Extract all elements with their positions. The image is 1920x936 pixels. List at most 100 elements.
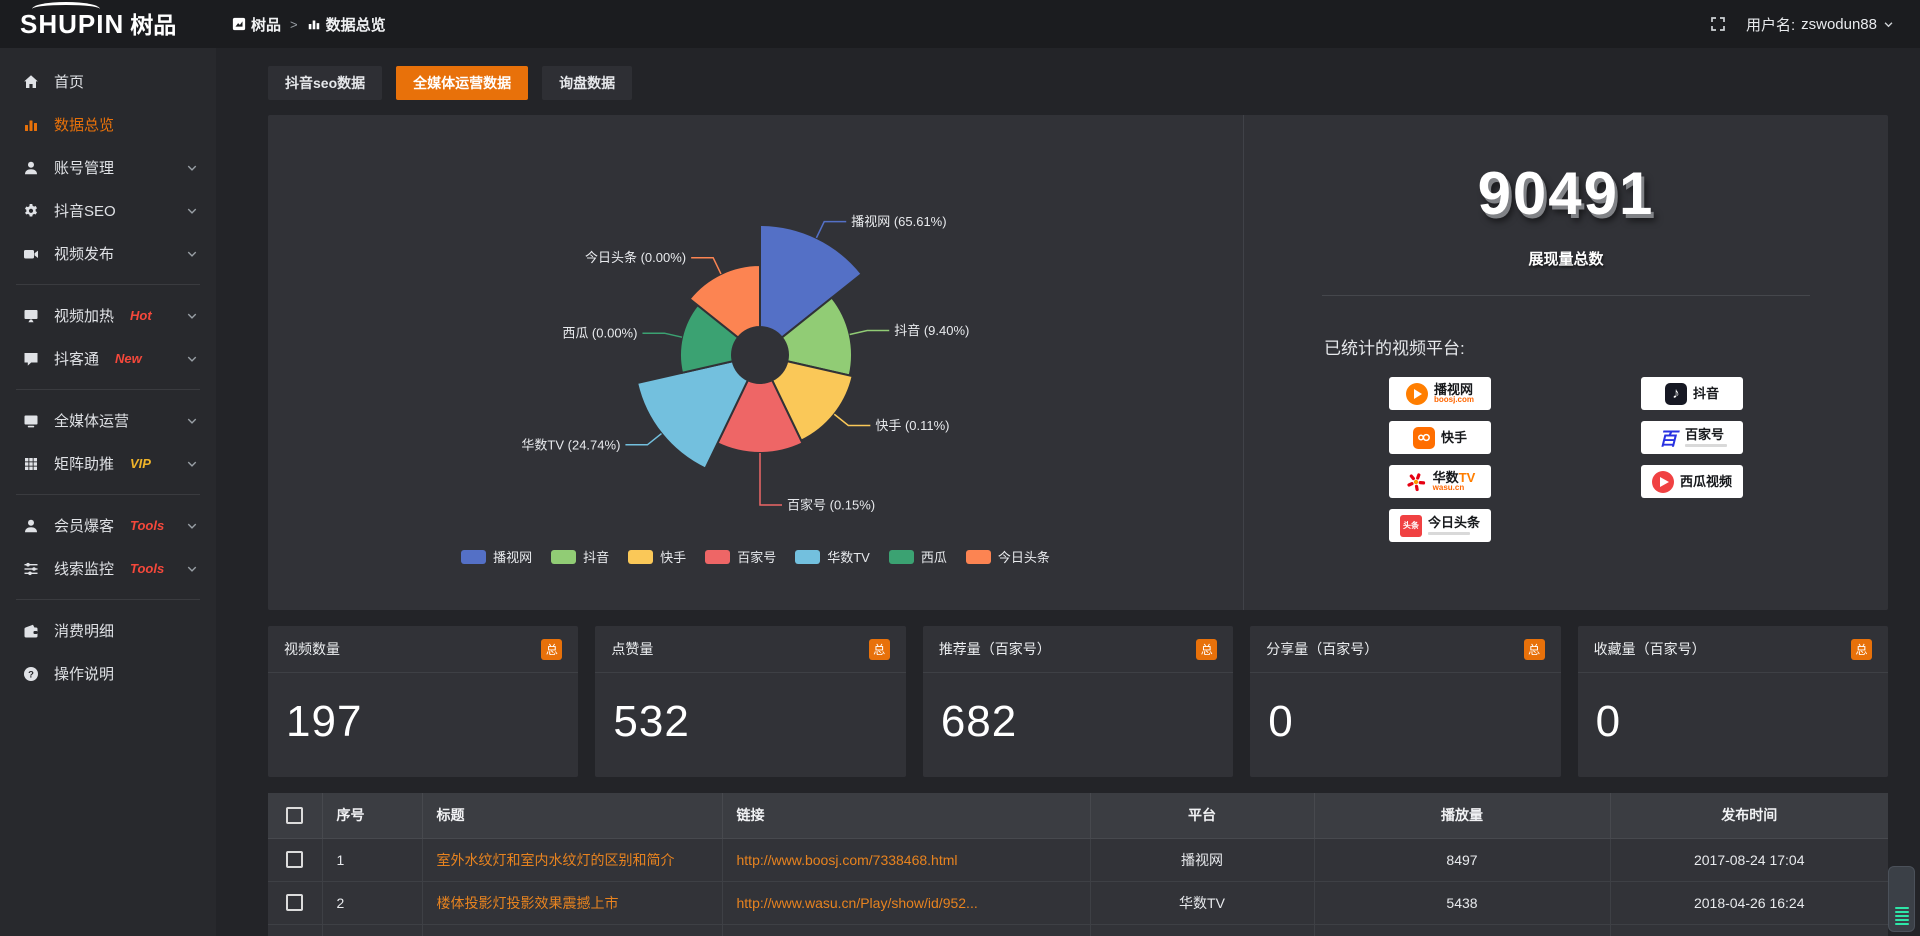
videocam-icon <box>23 246 41 262</box>
pie-label-line <box>849 329 890 336</box>
sidebar-item-label: 线索监控 <box>54 561 115 578</box>
tab-3[interactable]: 询盘数据 <box>542 66 633 100</box>
sidebar-divider <box>16 284 200 285</box>
overview-panel: 播视网 (65.61%) 抖音 (9.40%) 快手 (0.11%) 百家号 (0.1… <box>268 115 1888 610</box>
legend-item[interactable]: 今日头条 <box>965 547 1050 566</box>
tab-1[interactable]: 抖音seo数据 <box>268 66 383 100</box>
chevron-down-icon <box>186 353 198 365</box>
sidebar-item-video-publish[interactable]: 视频发布 <box>0 232 216 275</box>
sidebar-item-clue-monitoring[interactable]: 线索监控 Tools <box>0 547 216 590</box>
sidebar-divider <box>16 494 200 495</box>
divider <box>1322 295 1810 296</box>
platform-cell: 华数TV <box>1090 881 1315 925</box>
platform-badge-wasu: 华数TV wasu.cn <box>1389 465 1491 498</box>
row-checkbox[interactable] <box>286 894 304 911</box>
video-url-link[interactable]: http://www.wasu.cn/Play/show/id/952... <box>736 894 978 911</box>
chart-icon <box>23 117 41 133</box>
sidebar: 首页 数据总览 账号管理 抖音SEO 视频发布视频加热 Hot 抖客通 New 全媒体运营 矩阵助… <box>0 48 216 936</box>
total-badge: 总 <box>541 638 563 660</box>
legend-swatch <box>551 549 577 564</box>
pie-slice-2[interactable] <box>780 296 853 377</box>
video-title-link[interactable]: 楼体投影灯投影效果震撼上市 <box>436 894 619 911</box>
stat-card-2: 点赞量 总 532 <box>595 626 906 777</box>
row-index <box>322 924 423 936</box>
rose-chart-area: 播视网 (65.61%) 抖音 (9.40%) 快手 (0.11%) 百家号 (0.1… <box>268 115 1243 610</box>
legend-item[interactable]: 西瓜 <box>888 547 947 566</box>
plays-cell: 8497 <box>1314 838 1611 882</box>
chevron-down-icon <box>186 520 198 532</box>
sidebar-item-matrix-boost[interactable]: 矩阵助推 VIP <box>0 442 216 485</box>
sidebar-item-account-management[interactable]: 账号管理 <box>0 146 216 189</box>
legend-label: 西瓜 <box>920 550 947 565</box>
sidebar-item-member-burst[interactable]: 会员爆客 Tools <box>0 504 216 547</box>
column-header: 序号 <box>322 793 423 839</box>
chevron-down-icon <box>186 310 198 322</box>
stat-cards-row: 视频数量总 197 点赞量总 532 推荐量（百家号）总 682 分享量（百家号）总 0 收藏量… <box>268 626 1889 777</box>
user-icon <box>23 518 41 534</box>
publish-time-cell <box>1610 924 1888 936</box>
wasu-logo-icon <box>1405 471 1427 493</box>
pie-slice-1[interactable] <box>759 223 864 339</box>
total-badge: 总 <box>1196 638 1218 660</box>
stat-card-value: 0 <box>1268 697 1294 746</box>
pie-slice-5[interactable] <box>635 360 750 470</box>
video-url-link[interactable]: http://www.boosj.com/7338468.html <box>736 851 958 868</box>
legend-item[interactable]: 播视网 <box>461 547 532 566</box>
legend-label: 抖音 <box>583 550 610 565</box>
pie-label: 华数TV (24.74%) <box>521 437 620 452</box>
sidebar-item-video-heating[interactable]: 视频加热 Hot <box>0 294 216 337</box>
tab-2[interactable]: 全媒体运营数据 <box>396 66 529 100</box>
sidebar-item-instructions[interactable]: ? 操作说明 <box>0 652 216 695</box>
legend-swatch <box>965 549 991 564</box>
plays-cell: 5438 <box>1314 881 1611 925</box>
chevron-down-icon <box>186 563 198 575</box>
stat-card-header: 推荐量（百家号） 总 <box>922 626 1234 673</box>
stat-card-3: 推荐量（百家号） 总 682 <box>922 626 1234 777</box>
sidebar-item-data-overview[interactable]: 数据总览 <box>0 103 216 146</box>
breadcrumb-current[interactable]: 数据总览 <box>307 14 386 35</box>
user-icon <box>23 160 41 176</box>
sidebar-item-home[interactable]: 首页 <box>0 60 216 103</box>
monitor-icon <box>23 413 41 429</box>
pie-label-line <box>642 332 683 338</box>
sidebar-item-tag: VIP <box>130 456 151 471</box>
pie-label: 今日头条 (0.00%) <box>585 250 686 265</box>
platform-badge-boosj: 播视网 boosj.com <box>1389 377 1491 410</box>
sidebar-item-media-operations[interactable]: 全媒体运营 <box>0 399 216 442</box>
pie-slice-7[interactable] <box>688 263 761 339</box>
stat-card-value: 532 <box>613 697 690 746</box>
legend-item[interactable]: 抖音 <box>551 547 609 566</box>
pie-label-line <box>691 256 722 275</box>
user-menu[interactable]: 用户名: zswodun88 <box>1746 14 1894 35</box>
svg-text:?: ? <box>28 669 34 680</box>
legend-item[interactable]: 百家号 <box>705 547 776 566</box>
stat-card-header: 视频数量 总 <box>268 626 579 673</box>
sidebar-item-tag: Tools <box>130 561 165 576</box>
totals-area: 90491 展现量总数 已统计的视频平台: 播视网 boosj.com 快手 华数TV… <box>1243 115 1888 610</box>
sidebar-item-doketong[interactable]: 抖客通 New <box>0 337 216 380</box>
fullscreen-icon[interactable] <box>1710 16 1726 32</box>
table-row: 1 室外水纹灯和室内水纹灯的区别和简介 http://www.boosj.com/7… <box>268 838 1888 882</box>
floating-widget[interactable] <box>1888 866 1915 932</box>
stat-card-value: 197 <box>286 697 363 746</box>
pie-slice-4[interactable] <box>716 378 804 454</box>
app-logo[interactable]: SHUPIN 树品 <box>0 2 216 37</box>
chat-icon <box>23 351 41 367</box>
gear-icon <box>23 203 41 219</box>
video-title-link[interactable]: 室外水纹灯和室内水纹灯的区别和简介 <box>436 851 675 868</box>
platform-cell <box>1090 924 1315 936</box>
publish-time-cell: 2017-08-24 17:04 <box>1610 838 1888 882</box>
legend-swatch <box>888 549 914 564</box>
legend-item[interactable]: 华数TV <box>795 547 870 566</box>
sidebar-item-consumption-details[interactable]: 消费明细 <box>0 609 216 652</box>
breadcrumb-root[interactable]: 树品 <box>232 14 281 35</box>
row-checkbox[interactable] <box>286 851 304 868</box>
row-index: 2 <box>322 881 423 925</box>
chevron-down-icon <box>186 162 198 174</box>
rose-chart[interactable]: 播视网 (65.61%) 抖音 (9.40%) 快手 (0.11%) 百家号 (0.1… <box>268 115 1243 535</box>
legend-label: 华数TV <box>827 550 870 565</box>
sidebar-item-label: 视频加热 <box>54 308 115 325</box>
sidebar-item-douyin-seo[interactable]: 抖音SEO <box>0 189 216 232</box>
legend-item[interactable]: 快手 <box>628 547 686 566</box>
select-all-checkbox[interactable] <box>286 806 304 824</box>
